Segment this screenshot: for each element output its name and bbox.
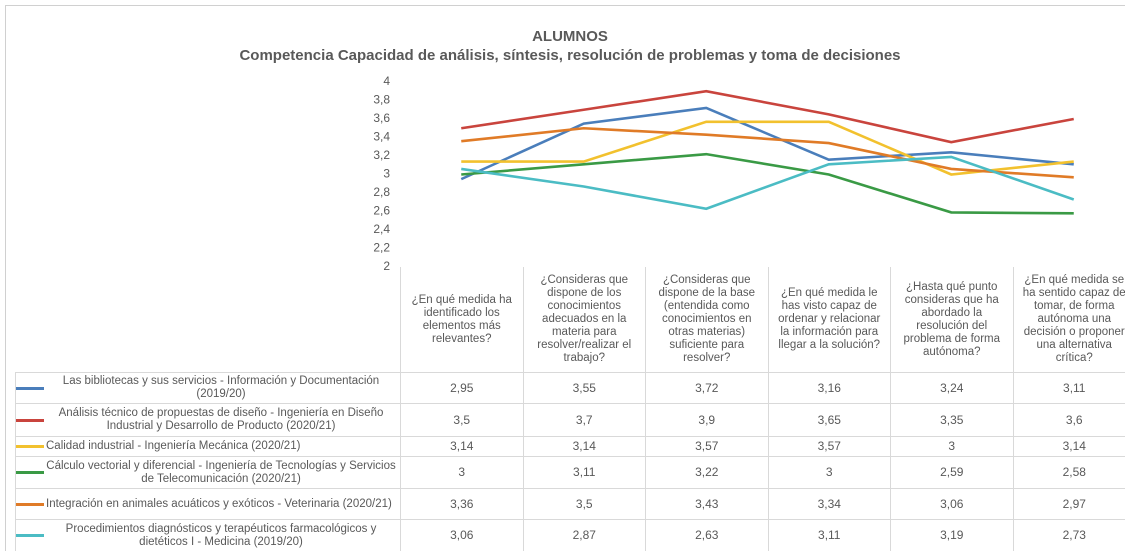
- legend-entry: Cálculo vectorial y diferencial - Ingeni…: [15, 456, 400, 488]
- table-value: 2,58: [1012, 456, 1125, 488]
- category-header: ¿Consideras que dispone de los conocimie…: [522, 267, 646, 372]
- table-value: 3,34: [767, 488, 890, 519]
- category-header: ¿Hasta qué punto consideras que ha abord…: [890, 267, 1013, 372]
- table-value: 3,11: [522, 456, 645, 488]
- table-value: 2,59: [890, 456, 1013, 488]
- y-tick-label: 2: [383, 259, 390, 273]
- category-header: ¿En qué medida ha identificado los eleme…: [400, 267, 523, 372]
- chart-title: ALUMNOS: [532, 28, 608, 45]
- table-value: 3,36: [400, 488, 523, 519]
- series-line: [461, 89, 1074, 144]
- table-value: 3,19: [890, 519, 1013, 551]
- series-line: [461, 120, 1074, 176]
- table-value: 3,5: [522, 488, 645, 519]
- series-line: [460, 106, 1074, 181]
- y-tick-label: 4: [383, 74, 390, 88]
- legend-label: Las bibliotecas y sus servicios - Inform…: [62, 375, 380, 400]
- table-value: 3,24: [890, 372, 1013, 403]
- series-line: [461, 126, 1074, 179]
- y-tick-label: 3,4: [373, 130, 390, 144]
- chart-subtitle: Competencia Capacidad de análisis, sínte…: [239, 47, 900, 64]
- table-value: 3,7: [522, 403, 645, 436]
- category-header: ¿En qué medida se ha sentido capaz de to…: [1012, 267, 1125, 372]
- table-value: 3,72: [645, 372, 768, 403]
- legend-entry: Las bibliotecas y sus servicios - Inform…: [15, 372, 400, 403]
- table-value: 3,14: [400, 436, 523, 456]
- table-value: 3: [400, 456, 523, 488]
- table-value: 3,35: [890, 403, 1013, 436]
- legend-entry: Integración en animales acuáticos y exót…: [15, 488, 400, 519]
- table-value: 3,6: [1012, 403, 1125, 436]
- legend-label: Análisis técnico de propuestas de diseño…: [58, 407, 384, 432]
- legend-swatch: [16, 534, 44, 537]
- table-value: 3: [767, 456, 890, 488]
- legend-label: Integración en animales acuáticos y exót…: [46, 497, 392, 510]
- table-value: 2,73: [1012, 519, 1125, 551]
- y-tick-label: 3: [383, 167, 390, 181]
- legend-swatch: [16, 502, 44, 506]
- table-value: 3,22: [645, 456, 768, 488]
- table-value: 3,06: [400, 519, 523, 551]
- table-value: 3,57: [645, 436, 768, 456]
- legend-entry: Calidad industrial - Ingeniería Mecánica…: [15, 436, 400, 456]
- legend-entry: Procedimientos diagnósticos y terapéutic…: [15, 519, 400, 551]
- y-tick-label: 2,8: [373, 185, 390, 199]
- y-tick-label: 2,4: [373, 222, 390, 236]
- legend-swatch: [16, 418, 44, 422]
- table-value: 3,11: [1012, 372, 1125, 403]
- series-line: [461, 152, 1074, 215]
- table-value: 3,5: [400, 403, 523, 436]
- table-value: 2,95: [400, 372, 523, 403]
- y-tick-label: 2,2: [373, 241, 390, 255]
- table-value: 3,14: [522, 436, 645, 456]
- y-tick-label: 3,8: [373, 93, 390, 107]
- table-value: 2,63: [645, 519, 768, 551]
- y-tick-label: 3,6: [373, 111, 390, 125]
- table-value: 2,87: [522, 519, 645, 551]
- legend-swatch: [16, 386, 44, 390]
- table-value: 3,9: [645, 403, 768, 436]
- chart-border: [5, 5, 1125, 551]
- legend-swatch: [16, 471, 44, 474]
- category-header: ¿En qué medida le has visto capaz de ord…: [767, 267, 891, 372]
- table-value: 2,97: [1012, 488, 1125, 519]
- y-tick-label: 3,2: [373, 148, 390, 162]
- legend-entry: Análisis técnico de propuestas de diseño…: [15, 403, 400, 436]
- series-line: [461, 155, 1075, 211]
- legend-label: Calidad industrial - Ingeniería Mecánica…: [46, 440, 301, 452]
- table-value: 3,11: [767, 519, 890, 551]
- table-value: 3,43: [645, 488, 768, 519]
- legend-swatch: [16, 445, 44, 448]
- legend-label: Procedimientos diagnósticos y terapéutic…: [65, 522, 377, 548]
- table-value: 3,55: [522, 372, 645, 403]
- legend-label: Cálculo vectorial y diferencial - Ingeni…: [46, 459, 396, 485]
- table-value: 3: [890, 436, 1013, 456]
- table-value: 3,16: [767, 372, 890, 403]
- table-value: 3,57: [767, 436, 890, 456]
- category-header: ¿Consideras que dispone de la base (ente…: [645, 267, 768, 372]
- y-tick-label: 2,6: [373, 204, 390, 218]
- table-value: 3,14: [1012, 436, 1125, 456]
- table-value: 3,06: [890, 488, 1013, 519]
- table-value: 3,65: [767, 403, 890, 436]
